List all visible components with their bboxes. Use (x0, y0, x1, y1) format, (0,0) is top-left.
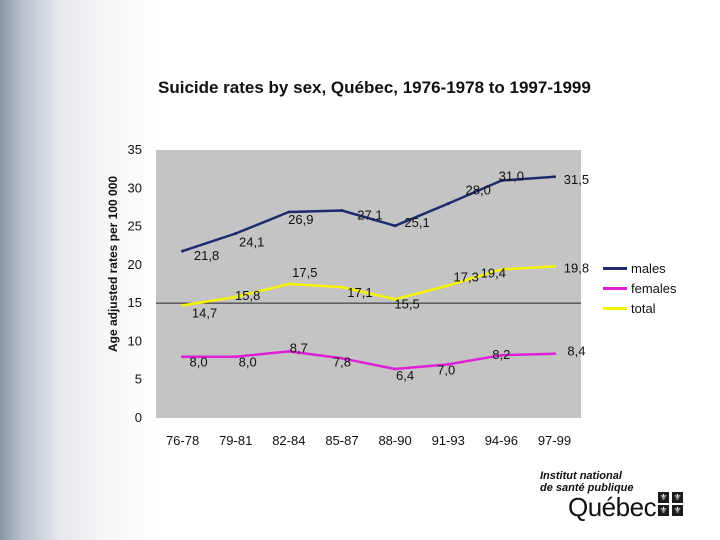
data-label-females: 8,0 (239, 355, 257, 370)
data-point-males (446, 202, 450, 206)
series-line-females (182, 350, 555, 371)
data-label-total: 19,4 (481, 265, 506, 280)
x-tick-label: 85-87 (325, 433, 358, 448)
data-label-males: 26,9 (288, 212, 313, 227)
series-line-total (182, 265, 555, 307)
data-point-males (287, 210, 291, 214)
legend-swatch-males (603, 266, 627, 270)
y-axis-title: Age adjusted rates per 100 000 (106, 175, 120, 353)
series-layer (181, 175, 556, 371)
data-point-males (181, 249, 185, 253)
x-tick-label: 76-78 (166, 433, 199, 448)
legend-item-females: females (603, 278, 677, 298)
data-point-total (287, 282, 291, 286)
x-tick-label: 88-90 (378, 433, 411, 448)
data-point-females (393, 367, 397, 371)
x-tick-label: 94-96 (485, 433, 518, 448)
data-point-females (287, 349, 291, 353)
data-label-total: 19,8 (564, 260, 589, 275)
data-label-females: 8,7 (290, 340, 308, 355)
data-label-total: 17,1 (347, 285, 372, 300)
legend-swatch-total (603, 306, 627, 310)
data-point-total (499, 267, 503, 271)
data-point-females (181, 355, 185, 359)
fleur-de-lis-icon: ⚜ (658, 492, 669, 503)
data-point-males (499, 179, 503, 183)
data-point-total (234, 295, 238, 299)
y-tick-label: 0 (135, 410, 142, 425)
data-label-females: 8,0 (190, 355, 208, 370)
y-tick-label: 10 (128, 333, 142, 348)
legend-item-males: males (603, 258, 677, 278)
legend-swatch-females (603, 286, 627, 290)
inspq-logo: Institut national de santé publique Québ… (540, 470, 700, 530)
data-label-females: 7,0 (437, 362, 455, 377)
data-label-total: 15,5 (394, 296, 419, 311)
data-label-females: 6,4 (396, 368, 414, 383)
data-label-layer: 21,8 24,1 26,9 27,1 25,1 28,0 31,0 31,5 8,0 8,0 8,… (190, 169, 590, 383)
data-label-total: 17,3 (454, 270, 479, 285)
data-point-total (446, 284, 450, 288)
logo-line-1: Institut national (540, 470, 622, 482)
data-point-total (552, 264, 556, 268)
fleur-de-lis-icon: ⚜ (672, 505, 683, 516)
data-point-females (340, 356, 344, 360)
data-label-males: 24,1 (239, 234, 264, 249)
x-tick-label: 79-81 (219, 433, 252, 448)
data-point-females (234, 355, 238, 359)
fleur-de-lis-icon: ⚜ (672, 492, 683, 503)
data-point-males (552, 175, 556, 179)
logo-wordmark: Québec (568, 492, 657, 522)
data-point-total (181, 303, 185, 307)
logo-line-2: de santé publique (540, 482, 634, 494)
y-tick-label: 15 (128, 295, 142, 310)
data-label-males: 25,1 (404, 215, 429, 230)
data-label-total: 14,7 (192, 305, 217, 320)
legend-label-males: males (631, 260, 666, 276)
x-tick-label: 82-84 (272, 433, 305, 448)
legend-label-females: females (631, 280, 677, 296)
data-label-males: 28,0 (466, 183, 491, 198)
legend-label-total: total (631, 300, 656, 316)
data-label-total: 15,8 (235, 288, 260, 303)
data-point-males (340, 208, 344, 212)
x-tick-label: 91-93 (432, 433, 465, 448)
data-label-males: 27,1 (357, 207, 382, 222)
data-point-females (446, 362, 450, 366)
data-label-total: 17,5 (292, 265, 317, 280)
y-tick-label: 30 (128, 180, 142, 195)
series-line-males (182, 175, 555, 253)
y-tick-label: 20 (128, 257, 142, 272)
data-label-males: 31,5 (564, 172, 589, 187)
legend-item-total: total (603, 298, 677, 318)
axis-layer: 0 5 10 15 20 25 30 35 76-78 79-81 82-84 85-87 88-90 9… (128, 142, 581, 448)
data-point-total (393, 297, 397, 301)
data-label-females: 8,4 (567, 344, 585, 359)
data-point-females (552, 352, 556, 356)
legend: males females total (603, 258, 677, 318)
y-tick-label: 5 (135, 372, 142, 387)
data-label-females: 8,2 (492, 347, 510, 362)
plot-area (156, 150, 581, 418)
x-tick-label: 97-99 (538, 433, 571, 448)
chart-title: Suicide rates by sex, Québec, 1976-1978 … (158, 78, 591, 97)
data-label-males: 21,8 (194, 248, 219, 263)
y-tick-label: 25 (128, 219, 142, 234)
data-label-females: 7,8 (333, 354, 351, 369)
data-point-males (393, 224, 397, 228)
y-tick-label: 35 (128, 142, 142, 157)
data-point-total (340, 285, 344, 289)
data-point-males (234, 231, 238, 235)
data-point-females (499, 353, 503, 357)
fleur-de-lis-icon: ⚜ (658, 505, 669, 516)
data-label-males: 31,0 (499, 169, 524, 184)
